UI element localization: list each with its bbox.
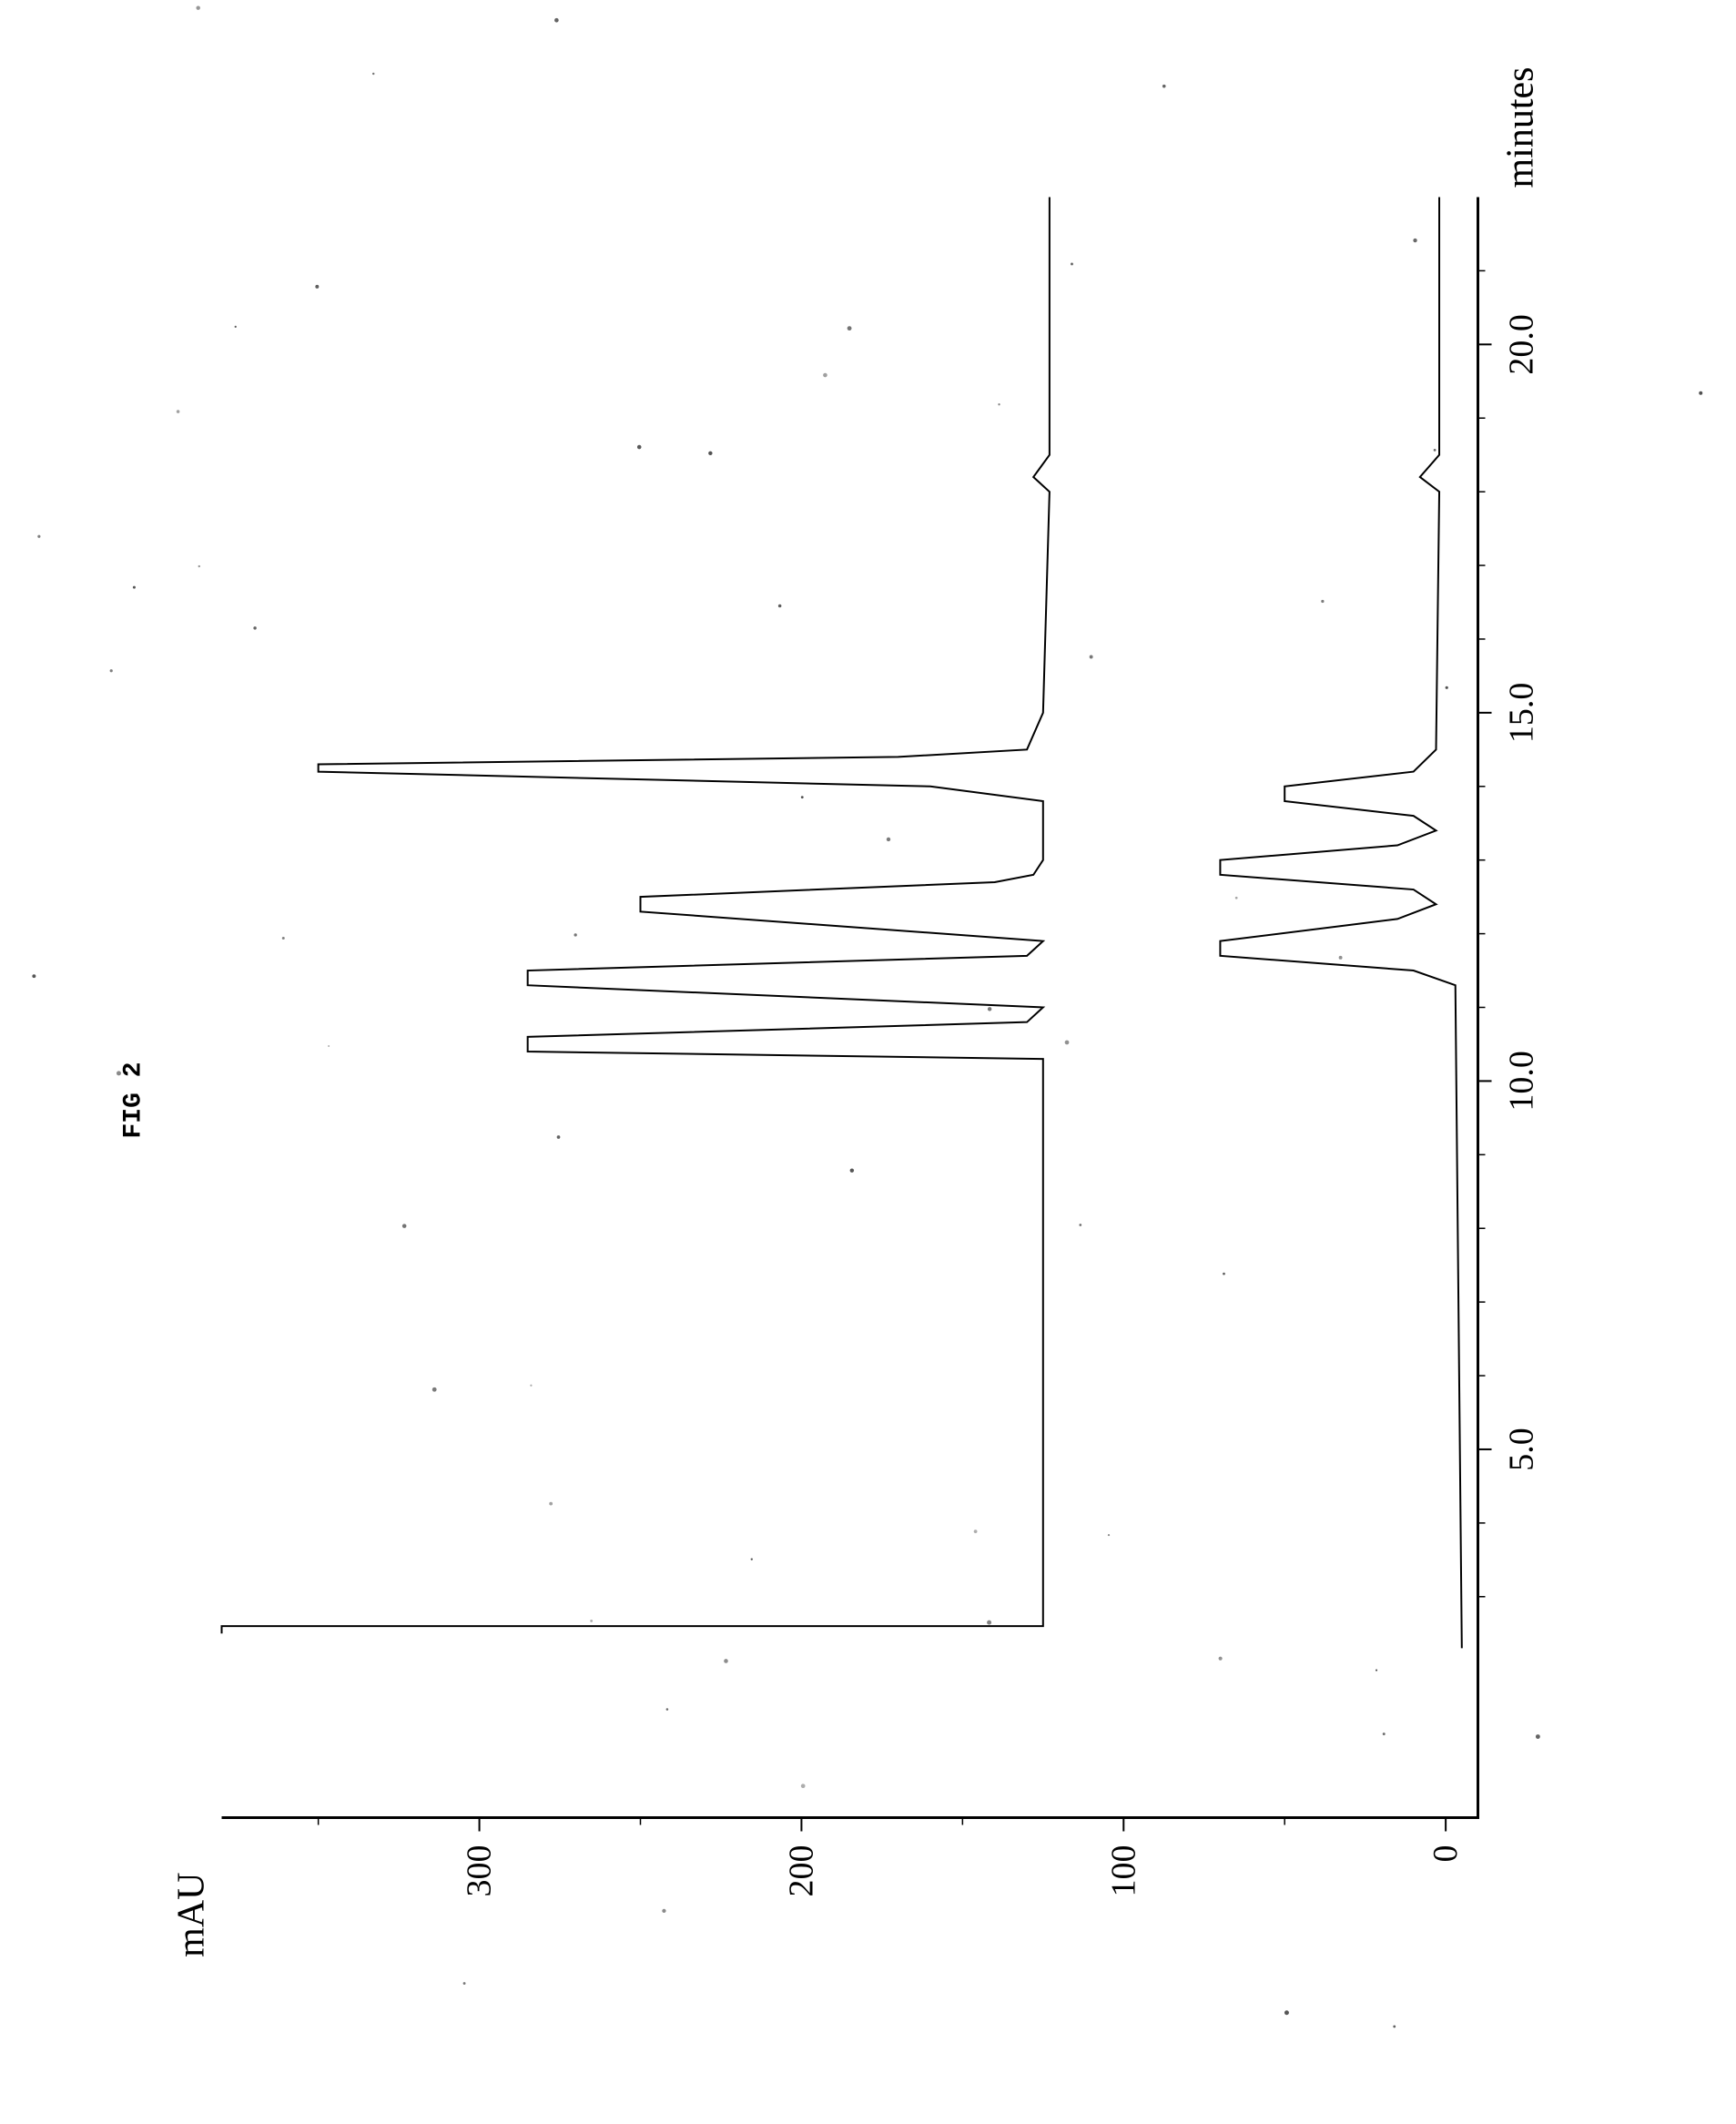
figure-label: FIG 2 <box>120 1062 148 1138</box>
chromatogram-trace <box>1220 198 1461 1649</box>
y-tick-label: 100 <box>1104 1845 1142 1897</box>
x-tick-label: 15.0 <box>1503 683 1541 744</box>
x-tick-label: 5.0 <box>1503 1428 1541 1471</box>
x-tick-label: 10.0 <box>1503 1051 1541 1112</box>
y-tick-label: 300 <box>461 1845 499 1897</box>
figure-container: 5.0 10.0 15.0 20.0 minutes 0 100 200 300 mAU FIG 2 <box>0 0 1736 2124</box>
chromatogram-chart: 5.0 10.0 15.0 20.0 minutes 0 100 200 300 mAU FIG 2 <box>0 0 1736 2124</box>
x-axis-label: minutes <box>1500 67 1542 188</box>
y-axis-label: mAU <box>171 1873 213 1957</box>
chromatogram-trace <box>222 198 1050 1634</box>
scan-noise <box>32 5 1702 2027</box>
y-tick-label: 0 <box>1426 1845 1465 1863</box>
x-tick-label: 20.0 <box>1503 314 1541 375</box>
y-tick-label: 200 <box>782 1845 820 1897</box>
